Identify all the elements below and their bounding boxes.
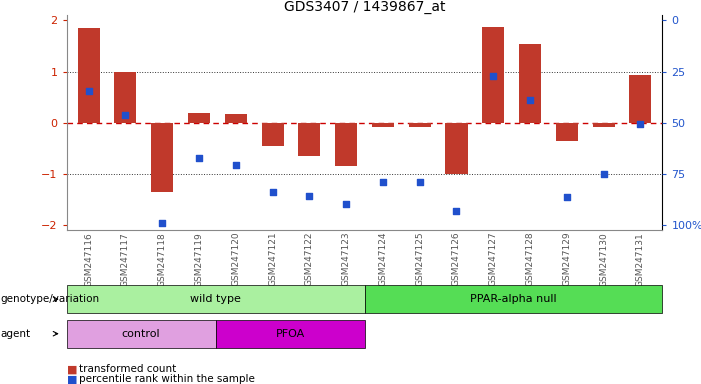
Point — [341, 201, 352, 207]
Point — [524, 97, 536, 103]
Bar — [592, 123, 615, 127]
Point — [598, 171, 609, 177]
Point — [304, 192, 315, 199]
Bar — [409, 123, 430, 127]
Bar — [445, 123, 468, 174]
Bar — [151, 123, 173, 192]
Bar — [299, 123, 320, 156]
Text: ■: ■ — [67, 374, 77, 384]
Text: PFOA: PFOA — [275, 329, 305, 339]
Point — [156, 220, 168, 226]
Bar — [556, 123, 578, 141]
Point — [230, 162, 241, 168]
Bar — [261, 123, 284, 146]
Text: PPAR-alpha null: PPAR-alpha null — [470, 294, 557, 304]
Point — [377, 179, 388, 185]
Text: genotype/variation: genotype/variation — [0, 294, 99, 304]
Text: agent: agent — [0, 329, 30, 339]
Bar — [482, 26, 504, 123]
Bar — [629, 75, 651, 123]
Point — [488, 73, 499, 79]
Point — [451, 208, 462, 214]
Point — [562, 194, 573, 200]
Point — [267, 189, 278, 195]
Bar — [225, 114, 247, 123]
Bar — [78, 28, 100, 123]
Bar — [188, 113, 210, 123]
Text: transformed count: transformed count — [79, 364, 176, 374]
Point — [635, 121, 646, 127]
Text: control: control — [122, 329, 161, 339]
Text: percentile rank within the sample: percentile rank within the sample — [79, 374, 254, 384]
Point — [83, 88, 94, 94]
Bar — [372, 123, 394, 127]
Bar — [335, 123, 358, 166]
Text: ■: ■ — [67, 364, 77, 374]
Point — [414, 179, 426, 185]
Text: wild type: wild type — [190, 294, 241, 304]
Point — [193, 155, 205, 161]
Bar — [114, 72, 137, 123]
Bar — [519, 43, 541, 123]
Title: GDS3407 / 1439867_at: GDS3407 / 1439867_at — [284, 0, 445, 14]
Point — [120, 112, 131, 118]
